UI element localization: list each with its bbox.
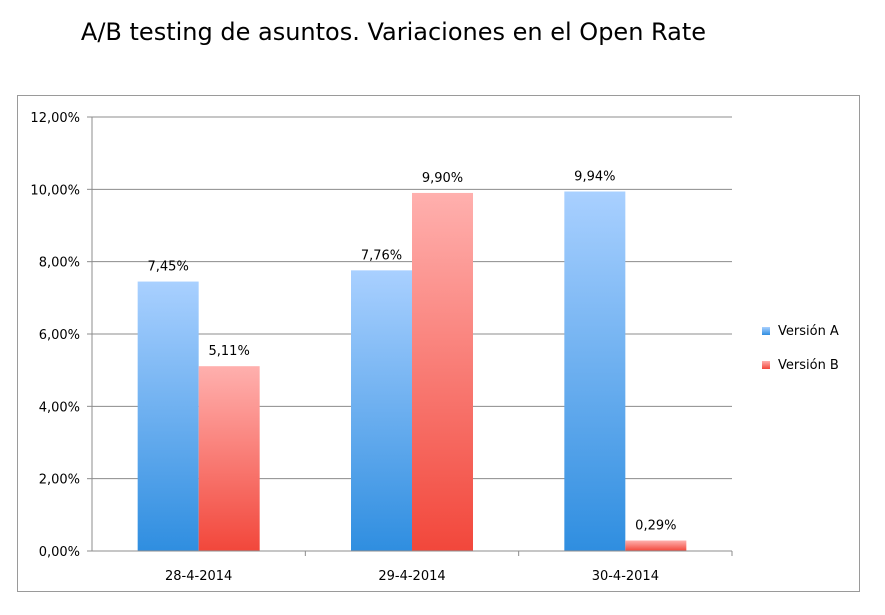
y-tick-label: 12,00%	[30, 111, 80, 126]
legend: Versión A Versión B	[762, 321, 839, 389]
y-tick-label: 0,00%	[39, 545, 80, 560]
chart-frame	[17, 95, 860, 592]
bar-version-a-30-4-2014	[564, 191, 626, 551]
axes: 0,00% 2,00% 4,00% 6,00% 8,00% 10,00% 12,00% 28-…	[30, 111, 733, 584]
data-label: 9,90%	[422, 171, 463, 186]
data-label: 9,94%	[574, 170, 615, 185]
bar-version-a-28-4-2014	[137, 281, 199, 551]
data-label: 5,11%	[209, 344, 250, 359]
legend-swatch-version-b	[762, 361, 770, 369]
bar-version-b-28-4-2014	[198, 366, 260, 551]
x-tick-label: 29-4-2014	[378, 569, 445, 584]
bar-version-b-30-4-2014	[625, 540, 687, 551]
chart-title: A/B testing de asuntos. Variaciones en e…	[80, 18, 707, 46]
y-tick-label: 4,00%	[39, 400, 80, 415]
legend-label-version-b: Versión B	[778, 357, 839, 373]
legend-item-version-a: Versión A	[762, 321, 839, 341]
legend-item-version-b: Versión B	[762, 355, 839, 375]
y-tick-label: 10,00%	[30, 183, 80, 198]
data-labels: 7,45% 5,11% 7,76% 9,90% 9,94% 0,29%	[148, 170, 677, 534]
bar-version-b-29-4-2014	[412, 192, 473, 551]
x-tick-label: 28-4-2014	[165, 569, 232, 584]
legend-label-version-a: Versión A	[778, 323, 839, 339]
y-tick-label: 6,00%	[39, 328, 80, 343]
y-tick-label: 2,00%	[39, 473, 80, 488]
bar-version-a-29-4-2014	[351, 270, 412, 551]
y-tick-label: 8,00%	[39, 256, 80, 271]
legend-swatch-version-a	[762, 327, 770, 335]
data-label: 7,45%	[148, 260, 189, 275]
x-tick-label: 30-4-2014	[592, 569, 659, 584]
bars	[137, 191, 687, 551]
data-label: 0,29%	[635, 519, 676, 534]
data-label: 7,76%	[361, 248, 402, 263]
